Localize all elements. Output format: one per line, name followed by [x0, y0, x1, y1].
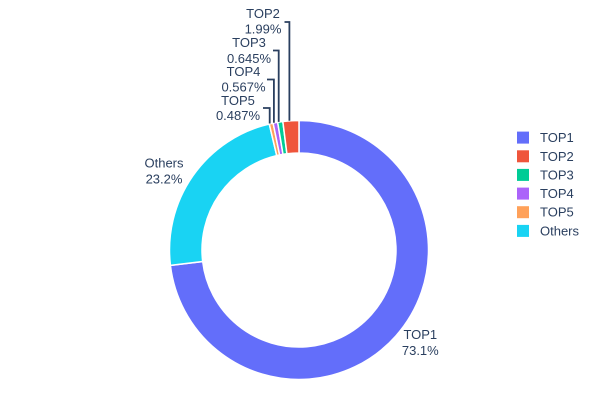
svg-text:TOP1: TOP1 — [540, 130, 574, 145]
svg-text:Others: Others — [540, 223, 580, 238]
svg-text:0.487%: 0.487% — [216, 108, 261, 123]
svg-text:TOP5: TOP5 — [540, 205, 574, 220]
svg-text:TOP3: TOP3 — [232, 35, 266, 50]
svg-text:TOP1: TOP1 — [403, 327, 437, 342]
svg-text:TOP4: TOP4 — [227, 64, 261, 79]
svg-text:73.1%: 73.1% — [402, 343, 439, 358]
svg-text:23.2%: 23.2% — [146, 172, 183, 187]
svg-text:TOP5: TOP5 — [221, 93, 255, 108]
svg-text:TOP4: TOP4 — [540, 186, 574, 201]
svg-text:1.99%: 1.99% — [245, 22, 282, 37]
svg-text:0.567%: 0.567% — [221, 80, 266, 95]
svg-text:Others: Others — [144, 156, 184, 171]
svg-text:0.645%: 0.645% — [227, 51, 272, 66]
svg-text:TOP3: TOP3 — [540, 167, 574, 182]
svg-text:TOP2: TOP2 — [540, 149, 574, 164]
svg-text:TOP2: TOP2 — [246, 6, 280, 21]
